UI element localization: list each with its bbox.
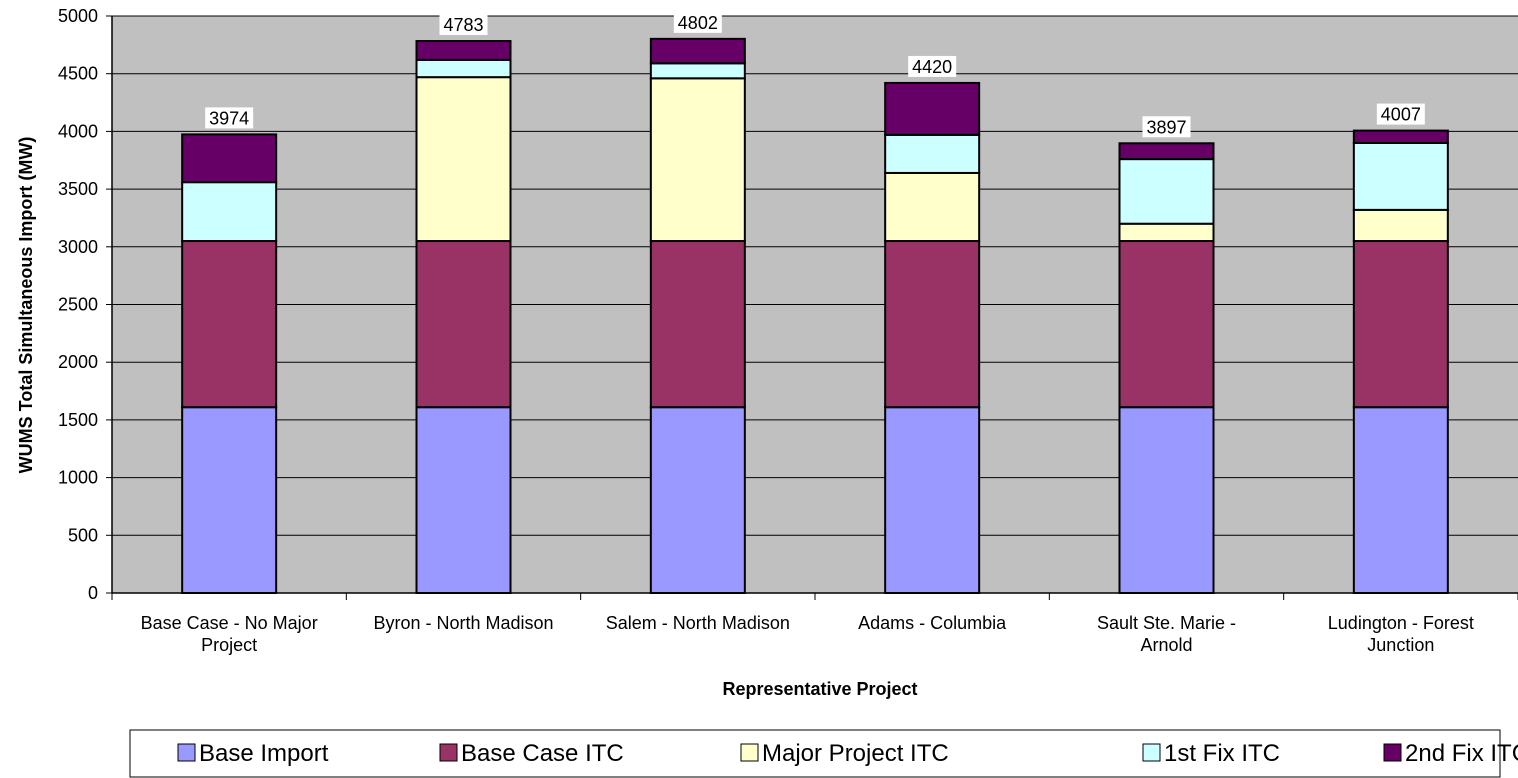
- bar-segment: [884, 133, 981, 174]
- bar-segment: [884, 81, 981, 136]
- bar-segment: [649, 37, 746, 65]
- bar-segment: [884, 240, 981, 409]
- total-label: 3897: [1146, 117, 1186, 137]
- y-tick-label: 4500: [58, 64, 98, 84]
- legend-swatch: [177, 743, 196, 762]
- bar-segment: [649, 77, 746, 243]
- bar-segment: [1352, 208, 1449, 243]
- total-label: 4802: [678, 13, 718, 33]
- bar-segment: [1118, 406, 1215, 594]
- x-axis-title: Representative Project: [722, 679, 917, 699]
- gridlines: [112, 15, 1518, 536]
- bar-segment: [1118, 240, 1215, 409]
- bar-segment: [649, 406, 746, 594]
- bar-segment: [1118, 142, 1215, 161]
- bar-segment: [181, 240, 278, 409]
- total-label-box: [439, 14, 488, 36]
- total-label-box: [1142, 116, 1191, 138]
- bar-segment: [181, 406, 278, 594]
- x-category-label: Byron - North Madison: [373, 613, 553, 633]
- y-tick-label: 4000: [58, 121, 98, 141]
- x-category-label: Sault Ste. Marie -: [1097, 613, 1236, 633]
- legend: Base Import Base Case ITC Major Project IT…: [129, 729, 1518, 778]
- total-label: 3974: [209, 108, 249, 128]
- x-category-label: Base Case - No Major: [141, 613, 318, 633]
- y-tick-label: 500: [68, 525, 98, 545]
- bar-segment: [649, 240, 746, 409]
- x-category-label: Arnold: [1140, 635, 1192, 655]
- total-label-box: [205, 107, 254, 129]
- bar-segment: [415, 406, 512, 594]
- y-tick-label: 1000: [58, 468, 98, 488]
- bar-segment: [1352, 129, 1449, 144]
- total-labels: 3974 4783 4802 4420 3897 4007: [205, 11, 1425, 138]
- legend-label: 1st Fix ITC: [1164, 740, 1280, 767]
- x-category-label: Ludington - Forest: [1328, 613, 1474, 633]
- y-tick-label: 5000: [58, 6, 98, 26]
- bar-segment: [181, 181, 278, 243]
- total-label-box: [673, 11, 722, 33]
- axes: [111, 16, 1518, 600]
- legend-swatch: [1142, 743, 1161, 762]
- total-label-box: [908, 55, 957, 77]
- y-axis-ticks: 0 500 1000 1500 2000 2500 3000 3500 4000 4500 5000: [58, 6, 112, 603]
- bar-segment: [884, 171, 981, 243]
- bar-segment: [1352, 240, 1449, 409]
- bar-segment: [415, 76, 512, 243]
- bar-segment: [415, 58, 512, 79]
- total-label: 4007: [1381, 105, 1421, 125]
- y-tick-label: 2000: [58, 352, 98, 372]
- legend-label: Major Project ITC: [762, 740, 949, 767]
- y-tick-label: 2500: [58, 295, 98, 315]
- legend-label: Base Case ITC: [461, 740, 624, 767]
- y-axis-title: WUMS Total Simultaneous Import (MW): [16, 137, 36, 474]
- bar-segment: [415, 40, 512, 61]
- total-label-box: [1376, 103, 1425, 125]
- legend-label: Base Import: [199, 740, 329, 767]
- legend-label: 2nd Fix ITC: [1405, 740, 1518, 767]
- y-tick-label: 3000: [58, 237, 98, 257]
- legend-box: [129, 729, 1501, 778]
- bar-segment: [415, 240, 512, 409]
- legend-swatch: [740, 743, 759, 762]
- bars: [181, 37, 1449, 594]
- legend-swatch: [1383, 743, 1402, 762]
- y-tick-label: 1500: [58, 410, 98, 430]
- bar-segment: [884, 406, 981, 594]
- legend-swatch: [439, 743, 458, 762]
- bar-segment: [1352, 406, 1449, 594]
- x-category-label: Junction: [1367, 635, 1434, 655]
- y-tick-label: 3500: [58, 179, 98, 199]
- total-label: 4420: [912, 57, 952, 77]
- bar-segment: [1118, 222, 1215, 243]
- bar-segment: [181, 133, 278, 184]
- bar-segment: [649, 62, 746, 80]
- x-category-label: Salem - North Madison: [606, 613, 790, 633]
- x-category-label: Project: [201, 635, 257, 655]
- x-category-label: Adams - Columbia: [858, 613, 1007, 633]
- bar-segment: [1118, 158, 1215, 225]
- bar-segment: [1352, 141, 1449, 211]
- y-tick-label: 0: [88, 583, 98, 603]
- total-label: 4783: [443, 15, 483, 35]
